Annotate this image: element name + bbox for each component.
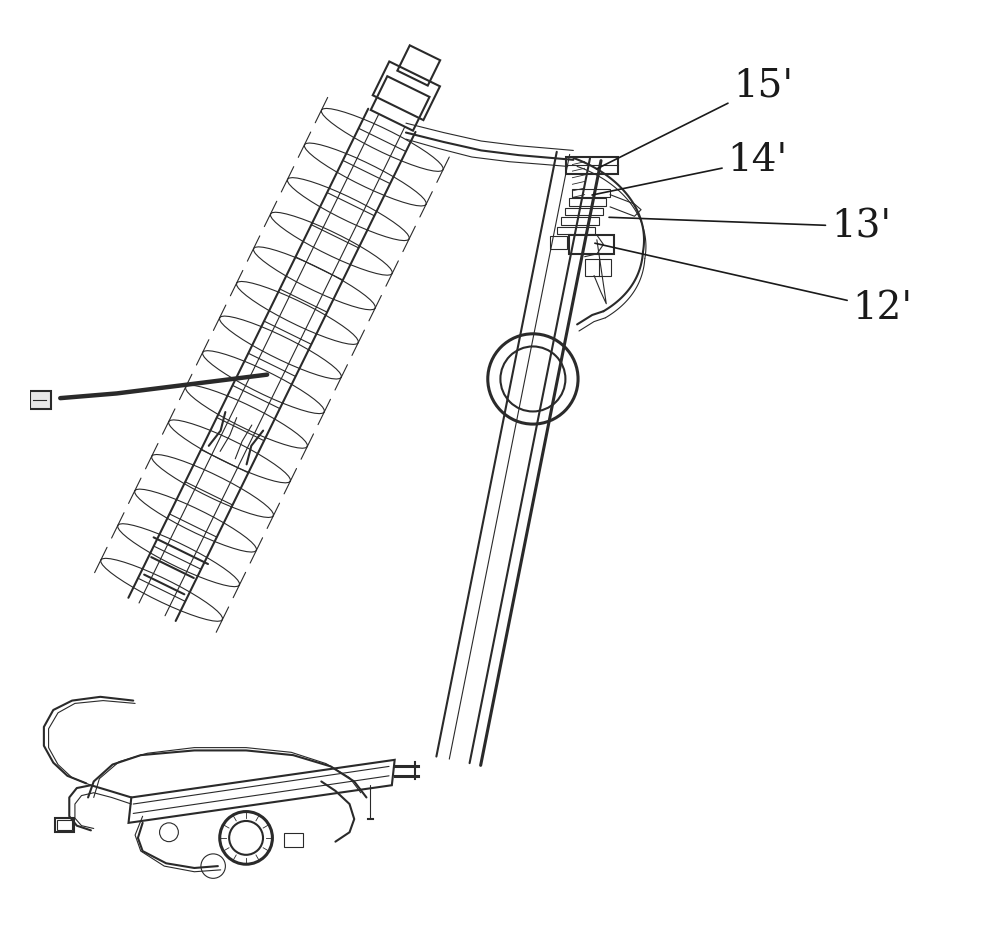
Text: 12': 12' (595, 243, 913, 327)
Bar (569, 235, 614, 254)
Bar (566, 157, 618, 174)
Text: 14': 14' (592, 142, 788, 195)
Bar (55, 818, 74, 832)
Text: 13': 13' (609, 208, 891, 245)
Text: 15': 15' (597, 67, 793, 169)
Bar (585, 258, 611, 275)
Bar (284, 833, 303, 848)
Bar (550, 236, 567, 249)
Bar (57, 820, 72, 831)
Bar (30, 391, 51, 410)
